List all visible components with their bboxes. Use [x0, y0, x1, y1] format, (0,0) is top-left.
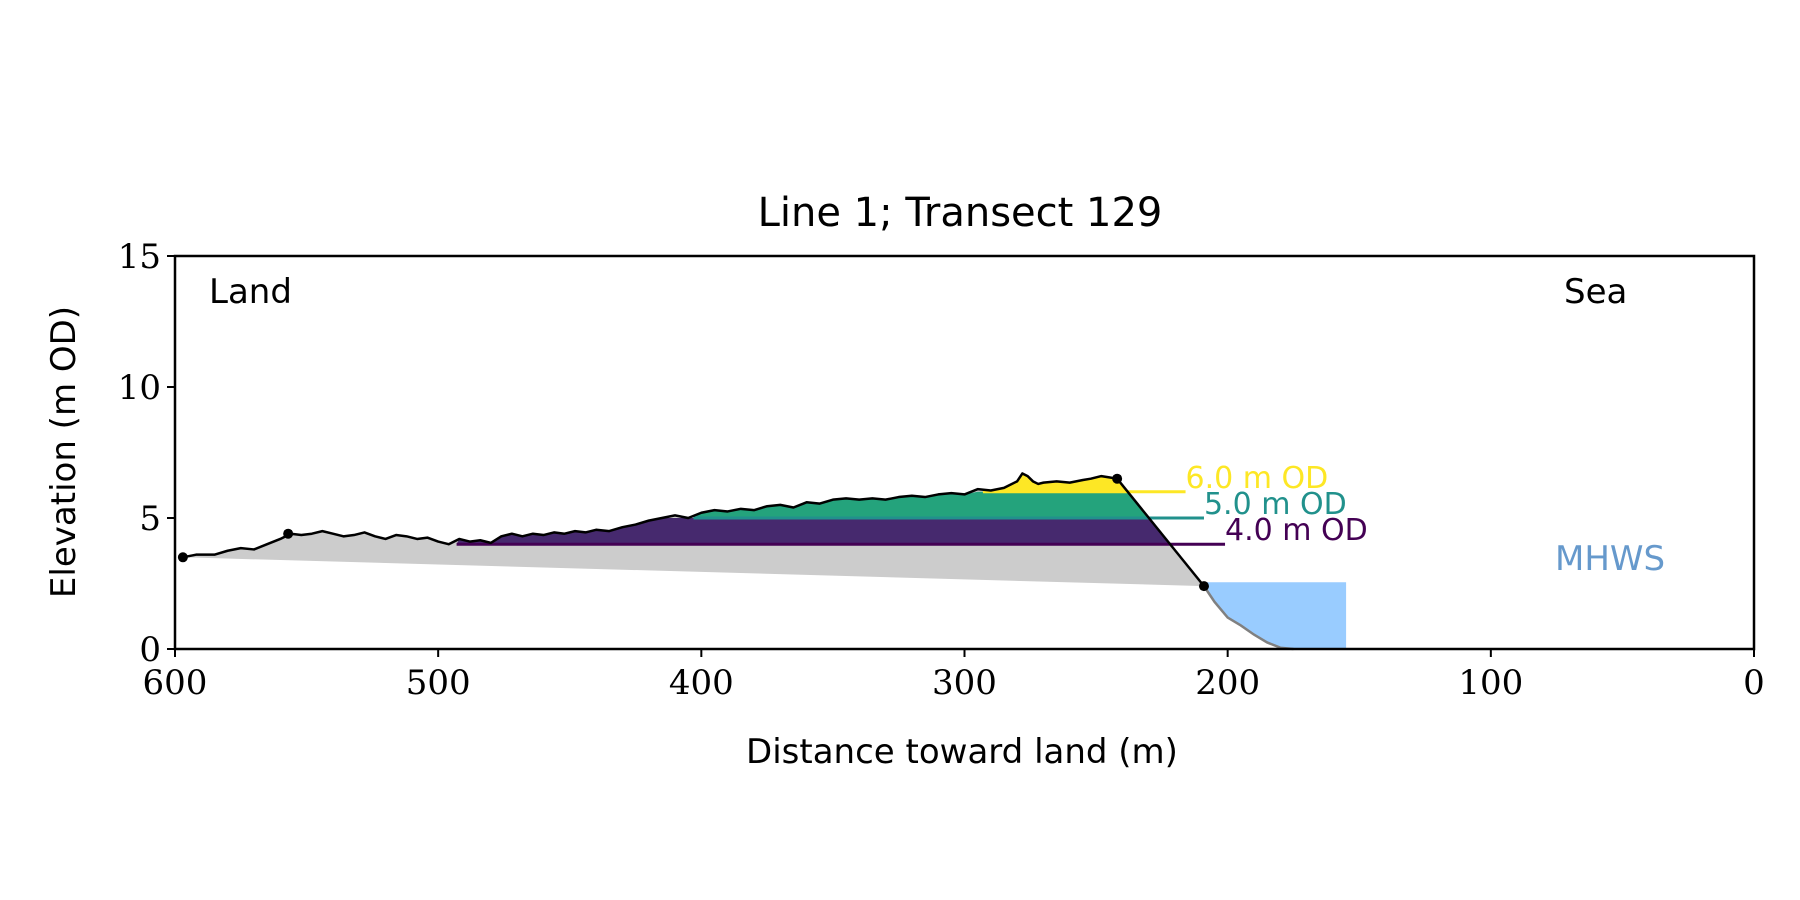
x-tick-label-500: 500: [406, 663, 471, 703]
key-point-4: [1198, 581, 1209, 592]
key-point-1: [177, 552, 188, 563]
cliff-line: [1116, 477, 1205, 587]
level-label-5: 5.0 m OD: [1204, 487, 1347, 522]
y-tick-label-15: 15: [118, 237, 161, 277]
x-tick-label-200: 200: [1195, 663, 1260, 703]
key-point-3: [1112, 473, 1123, 484]
plot-area: 4.0 m OD5.0 m OD6.0 m OD: [177, 461, 1368, 651]
y-axis-label: Elevation (m OD): [44, 306, 84, 598]
level-label-6: 6.0 m OD: [1186, 461, 1329, 496]
mhws-annotation: MHWS: [1555, 539, 1665, 579]
plot-frame: [173, 254, 1756, 651]
axis-ticks: 600 500 400 300 200 100 0 0 5 10 15: [118, 237, 1765, 703]
elevation-band-4: [456, 518, 1171, 545]
y-tick-label-0: 0: [139, 630, 161, 670]
profile-line: [182, 472, 1118, 559]
chart-title: Line 1; Transect 129: [758, 190, 1163, 236]
lower-profile-line: [1202, 585, 1294, 651]
y-tick-label-10: 10: [118, 368, 161, 408]
x-tick-label-100: 100: [1458, 663, 1523, 703]
y-tick-label-5: 5: [139, 499, 161, 539]
key-point-2: [283, 528, 294, 539]
x-tick-label-400: 400: [669, 663, 734, 703]
x-tick-label-0: 0: [1743, 663, 1765, 703]
sea-annotation: Sea: [1564, 272, 1627, 312]
level-label-4: 4.0 m OD: [1225, 513, 1368, 548]
x-tick-label-300: 300: [932, 663, 997, 703]
mhws-water-fill: [1203, 582, 1347, 649]
x-axis-label: Distance toward land (m): [746, 732, 1178, 772]
x-tick-label-600: 600: [143, 663, 208, 703]
elevation-band-5: [693, 491, 1149, 518]
land-annotation: Land: [209, 272, 292, 312]
